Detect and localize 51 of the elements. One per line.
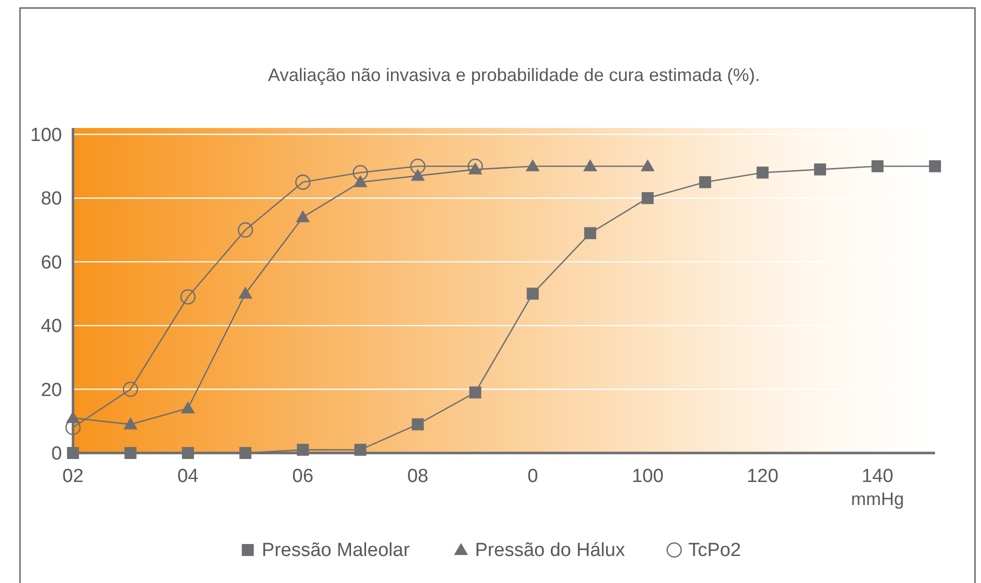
point <box>699 176 712 188</box>
point <box>67 447 79 459</box>
y-tick-label: 60 <box>40 252 62 274</box>
point <box>296 444 309 456</box>
point <box>182 447 194 459</box>
point <box>124 447 136 459</box>
x-axis-title: mmHg <box>851 489 904 509</box>
point <box>412 418 424 430</box>
y-tick-label: 0 <box>51 444 62 465</box>
point <box>640 159 655 172</box>
point <box>410 158 426 174</box>
point <box>929 160 941 172</box>
point <box>238 286 252 299</box>
x-tick-label: 100 <box>632 466 664 487</box>
point <box>295 174 311 190</box>
point <box>123 417 138 430</box>
x-tick-label: 140 <box>862 466 894 487</box>
point <box>583 159 598 172</box>
legend-label: Pressão Maleolar <box>262 540 410 561</box>
point <box>526 288 539 300</box>
point <box>872 160 884 172</box>
point <box>353 175 368 188</box>
y-tick-label: 40 <box>40 316 62 338</box>
point <box>642 192 654 204</box>
x-tick-label: 0 <box>527 466 538 487</box>
point <box>354 444 366 456</box>
point <box>180 401 195 414</box>
point <box>122 382 138 397</box>
x-tick-label: 08 <box>407 466 428 487</box>
x-tick-label: 04 <box>177 466 199 487</box>
point <box>239 447 252 459</box>
x-tick-label: 06 <box>292 466 314 487</box>
point <box>410 168 425 181</box>
legend-label: TcPo2 <box>688 540 742 561</box>
point <box>814 163 826 176</box>
point <box>238 222 254 238</box>
y-tick-label: 80 <box>40 188 62 210</box>
point <box>352 164 368 180</box>
point <box>468 158 483 174</box>
legend-label: Pressão do Hálux <box>475 540 626 561</box>
point <box>756 166 769 179</box>
x-tick-label: 02 <box>62 466 84 487</box>
y-tick-label: 100 <box>30 125 62 146</box>
point <box>526 159 540 172</box>
point <box>296 210 310 222</box>
chart-title: Avaliação não invasiva e probabilidade de cura estimada (%). <box>268 65 760 85</box>
x-tick-label: 120 <box>746 466 778 487</box>
point <box>469 386 482 398</box>
y-tick-label: 20 <box>40 380 62 401</box>
point <box>180 289 196 305</box>
point <box>584 227 596 240</box>
